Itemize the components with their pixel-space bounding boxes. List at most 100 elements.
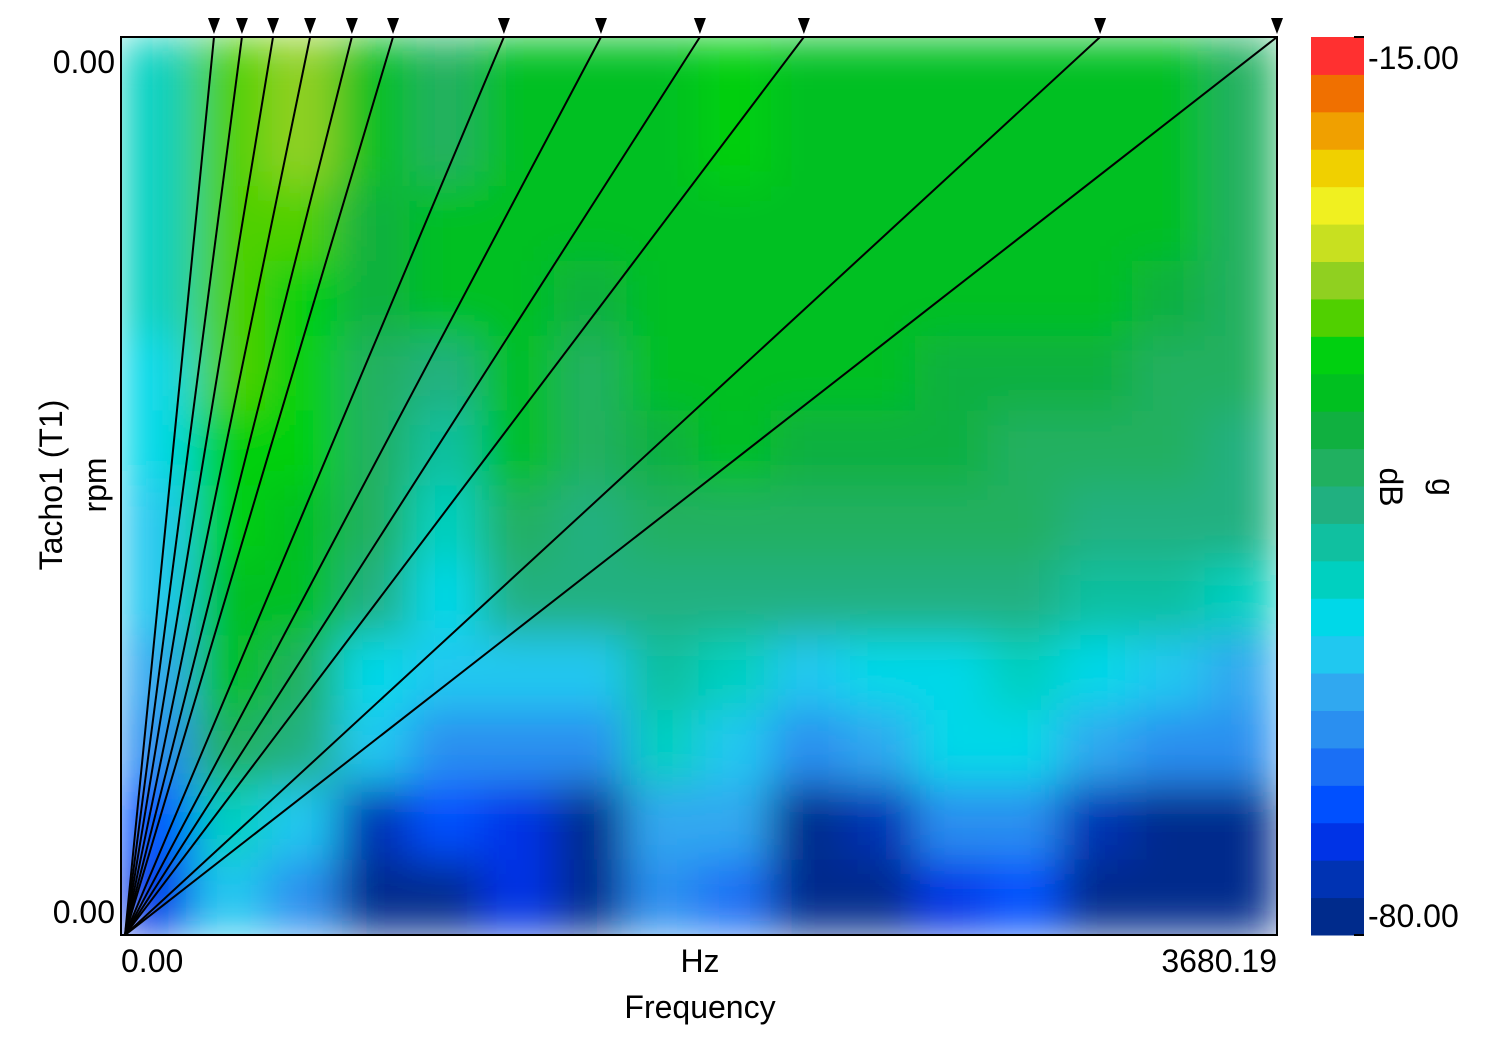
- colorbar-tick-label: -15.00: [1368, 40, 1459, 76]
- x-tick-label: 0.00: [121, 943, 183, 979]
- colorbar-band: [1311, 785, 1364, 824]
- y-axis-title: Tacho1 (T1): [33, 400, 69, 571]
- heat-cell: [987, 635, 1061, 711]
- heat-cell: [843, 37, 917, 113]
- heat-cell: [698, 710, 772, 786]
- y-tick-label: 0.00: [53, 44, 115, 80]
- order-marker: [387, 18, 400, 34]
- heat-cell: [1059, 859, 1133, 935]
- heat-cell: [1132, 186, 1206, 262]
- heat-cell: [626, 784, 700, 861]
- heat-cell: [409, 485, 483, 562]
- heat-cell: [192, 560, 266, 637]
- heat-cell: [192, 335, 266, 412]
- order-marker: [207, 18, 220, 34]
- order-marker: [797, 18, 810, 34]
- heat-cell: [265, 261, 339, 337]
- heat-cell: [1204, 635, 1277, 711]
- heat-cell: [1204, 37, 1277, 113]
- heat-cell: [698, 485, 772, 562]
- heat-cell: [265, 485, 339, 562]
- heat-cell: [481, 186, 555, 262]
- heat-cell: [1059, 485, 1133, 562]
- heat-cell: [409, 784, 483, 861]
- heat-cell: [1059, 635, 1133, 711]
- heat-cell: [1204, 485, 1277, 562]
- heat-cell: [843, 186, 917, 262]
- order-marker: [594, 18, 607, 34]
- colorbar-band: [1311, 560, 1364, 599]
- heat-cell: [1132, 410, 1206, 487]
- heat-cell: [481, 485, 555, 562]
- heat-cell: [337, 784, 411, 861]
- heat-cell: [1059, 335, 1133, 412]
- heat-cell: [265, 111, 339, 188]
- colorbar-band: [1311, 486, 1364, 524]
- heat-cell: [1132, 859, 1206, 935]
- heat-cell: [481, 784, 555, 861]
- colorbar-band: [1311, 186, 1364, 225]
- heat-cell: [554, 111, 628, 188]
- heat-cell: [121, 335, 194, 412]
- heat-cell: [843, 111, 917, 188]
- heat-cell: [1059, 186, 1133, 262]
- heat-cell: [915, 859, 989, 935]
- heat-cell: [409, 560, 483, 637]
- colorbar-band: [1311, 897, 1364, 936]
- heat-cell: [1204, 784, 1277, 861]
- heat-cell: [843, 485, 917, 562]
- heat-cell: [481, 335, 555, 412]
- heat-cell: [1132, 710, 1206, 786]
- heat-cell: [698, 111, 772, 188]
- heat-cell: [409, 186, 483, 262]
- heat-cell: [554, 859, 628, 935]
- heat-cell: [1059, 410, 1133, 487]
- heat-cell: [770, 560, 844, 637]
- colorbar-tick-label: -80.00: [1368, 898, 1459, 934]
- heat-cell: [192, 186, 266, 262]
- heat-cell: [409, 710, 483, 786]
- heat-cell: [337, 111, 411, 188]
- heat-cell: [770, 261, 844, 337]
- heat-cell: [987, 784, 1061, 861]
- heat-cell: [698, 560, 772, 637]
- heat-cell: [554, 37, 628, 113]
- heat-cell: [770, 635, 844, 711]
- colorbar-band: [1311, 373, 1364, 412]
- heat-cell: [626, 111, 700, 188]
- heat-cell: [987, 37, 1061, 113]
- order-marker: [1094, 18, 1107, 34]
- heat-cell: [843, 784, 917, 861]
- heat-cell: [265, 560, 339, 637]
- heat-cell: [915, 261, 989, 337]
- heat-cell: [987, 410, 1061, 487]
- heat-cell: [626, 410, 700, 487]
- order-line: [124, 36, 701, 936]
- order-line: [124, 36, 505, 936]
- heat-cell: [337, 635, 411, 711]
- heat-cell: [481, 261, 555, 337]
- y-unit: rpm: [77, 457, 113, 512]
- order-line: [124, 36, 805, 936]
- heat-cell: [554, 410, 628, 487]
- heat-cell: [915, 784, 989, 861]
- heat-cell: [698, 37, 772, 113]
- heat-cell: [121, 410, 194, 487]
- order-line: [124, 36, 1101, 936]
- order-marker: [693, 18, 706, 34]
- colorbar-band: [1311, 860, 1364, 899]
- heat-cell: [770, 37, 844, 113]
- heat-cell: [337, 410, 411, 487]
- heat-cell: [626, 710, 700, 786]
- heat-cell: [337, 335, 411, 412]
- heat-cell: [843, 710, 917, 786]
- heat-cell: [987, 560, 1061, 637]
- heat-cell: [843, 410, 917, 487]
- colorbar-band: [1311, 149, 1364, 188]
- heat-cell: [121, 261, 194, 337]
- heat-cell: [698, 186, 772, 262]
- heat-cell: [1132, 485, 1206, 562]
- heat-cell: [1204, 560, 1277, 637]
- heat-cell: [481, 859, 555, 935]
- heat-cell: [915, 635, 989, 711]
